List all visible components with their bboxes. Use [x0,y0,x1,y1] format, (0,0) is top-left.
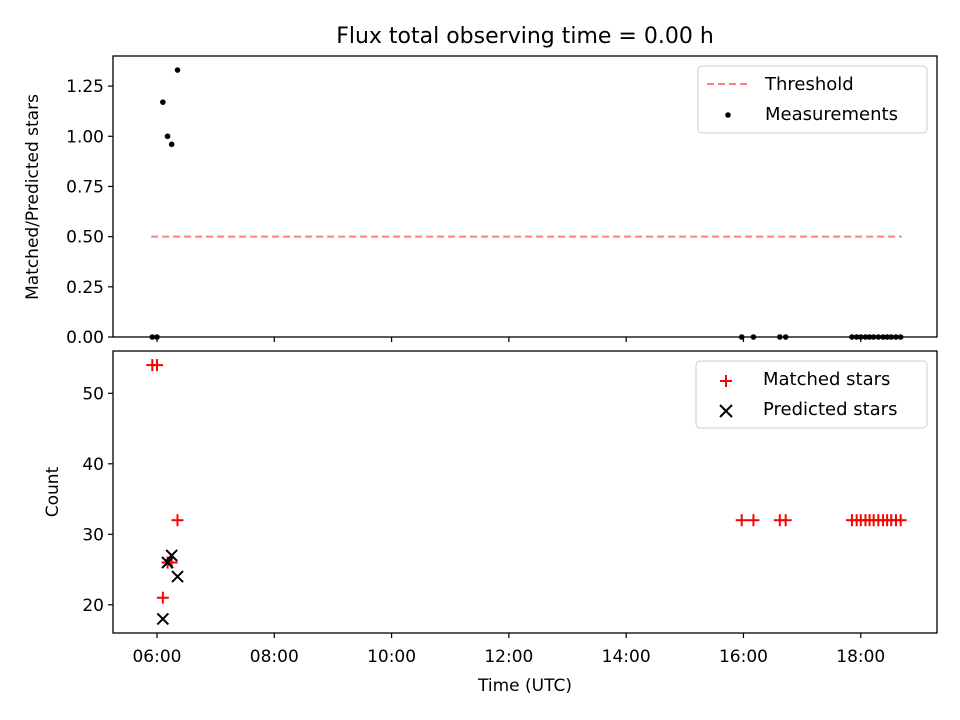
x-tick-label: 10:00 [367,647,416,667]
matched-stars-point [779,514,792,527]
matched-stars-point [150,359,163,372]
top-plot-area: 0.00 0.25 0.50 0.75 1.00 1.25 [66,67,904,348]
y-tick-label: 0.00 [66,328,104,348]
bottom-legend-box [695,360,928,429]
predicted-stars-point [171,570,184,583]
legend-threshold-label: Threshold [764,74,854,95]
top-legend-box [697,65,928,134]
predicted-stars-point [165,549,178,562]
legend-matched-swatch [720,375,732,387]
y-tick-label: 0.75 [66,177,104,197]
matched-stars-point [156,591,169,604]
bottom-plot-frame [112,350,938,634]
y-tick-label: 30 [82,525,104,545]
x-tick-label: 14:00 [602,647,651,667]
measurement-point [168,141,175,148]
y-tick-label: 50 [82,384,104,404]
top-legend: Threshold Measurements [697,65,928,134]
y-tick-label: 0.25 [66,278,104,298]
measurement-point [164,133,171,140]
bottom-y-axis-label: Count [43,466,63,517]
x-axis-label: Time (UTC) [477,676,572,696]
chart-title: Flux total observing time = 0.00 h [336,24,714,49]
measurement-point [160,99,166,105]
top-plot-frame [112,55,938,338]
x-tick-label: 16:00 [719,647,768,667]
legend-measurements-swatch [725,112,731,118]
predicted-stars-point [161,556,174,569]
top-y-axis-label: Matched/Predicted stars [23,94,43,300]
predicted-stars-point [156,612,170,626]
y-tick-label: 1.25 [66,77,104,97]
y-tick-label: 0.50 [66,228,104,248]
bottom-plot-area: 06:00 08:00 10:00 12:00 14:00 16:00 18:00 20 30 4… [82,359,907,667]
legend-matched-label: Matched stars [763,369,890,390]
x-tick-label: 18:00 [836,647,885,667]
x-tick-label: 06:00 [132,647,181,667]
y-tick-label: 40 [82,455,104,475]
x-tick-label: 12:00 [484,647,533,667]
y-tick-label: 1.00 [66,127,104,147]
matched-stars-point [747,514,760,527]
matched-stars-point [735,514,748,527]
bottom-legend: Matched stars Predicted stars [695,360,928,429]
legend-predicted-label: Predicted stars [763,399,897,420]
y-tick-label: 20 [82,596,104,616]
measurement-point [174,67,181,73]
x-tick-label: 08:00 [250,647,299,667]
legend-predicted-swatch [719,404,733,418]
matched-stars-point [171,514,184,527]
matched-stars-point [894,514,907,527]
legend-measurements-label: Measurements [765,104,898,125]
